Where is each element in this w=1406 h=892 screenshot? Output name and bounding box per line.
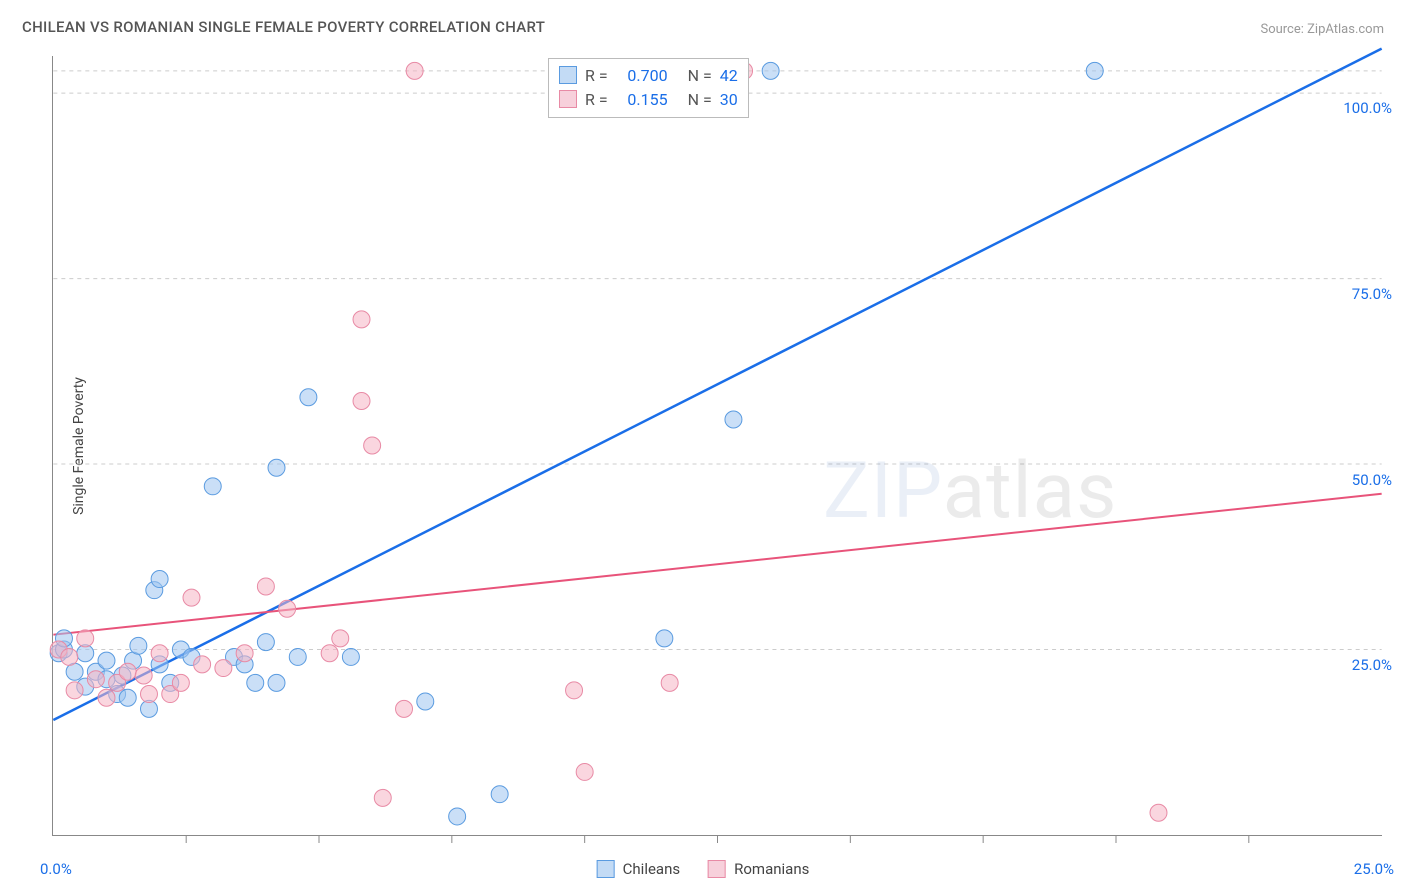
n-label: N = [688, 66, 712, 85]
legend-label-romanians: Romanians [734, 860, 809, 878]
source-label: Source: ZipAtlas.com [1260, 22, 1384, 37]
y-tick-label: 25.0% [1352, 656, 1392, 674]
n-label: N = [688, 90, 712, 109]
n-value-romanians: 30 [720, 90, 738, 109]
chart-title: CHILEAN VS ROMANIAN SINGLE FEMALE POVERT… [22, 18, 545, 36]
chart-container: CHILEAN VS ROMANIAN SINGLE FEMALE POVERT… [0, 0, 1406, 892]
y-tick-label: 100.0% [1343, 99, 1392, 117]
y-tick-label: 50.0% [1352, 471, 1392, 489]
legend-label-chileans: Chileans [623, 860, 680, 878]
swatch-blue-icon [559, 66, 577, 84]
r-value-romanians: 0.155 [616, 90, 668, 109]
plot-area: ZIPatlas [52, 56, 1382, 836]
r-label: R = [585, 66, 608, 85]
chart-svg [53, 56, 1382, 835]
bottom-legend: Chileans Romanians [597, 860, 810, 878]
stats-row-chileans: R = 0.700 N = 42 [559, 63, 738, 87]
r-value-chileans: 0.700 [616, 66, 668, 85]
swatch-pink-icon [708, 860, 726, 878]
stats-row-romanians: R = 0.155 N = 30 [559, 87, 738, 111]
r-label: R = [585, 90, 608, 109]
swatch-blue-icon [597, 860, 615, 878]
n-value-chileans: 42 [720, 66, 738, 85]
stats-legend: R = 0.700 N = 42 R = 0.155 N = 30 [548, 58, 749, 118]
legend-item-romanians: Romanians [708, 860, 809, 878]
swatch-pink-icon [559, 90, 577, 108]
legend-item-chileans: Chileans [597, 860, 680, 878]
x-max-label: 25.0% [1354, 860, 1394, 878]
y-tick-label: 75.0% [1352, 285, 1392, 303]
x-origin-label: 0.0% [40, 860, 72, 878]
